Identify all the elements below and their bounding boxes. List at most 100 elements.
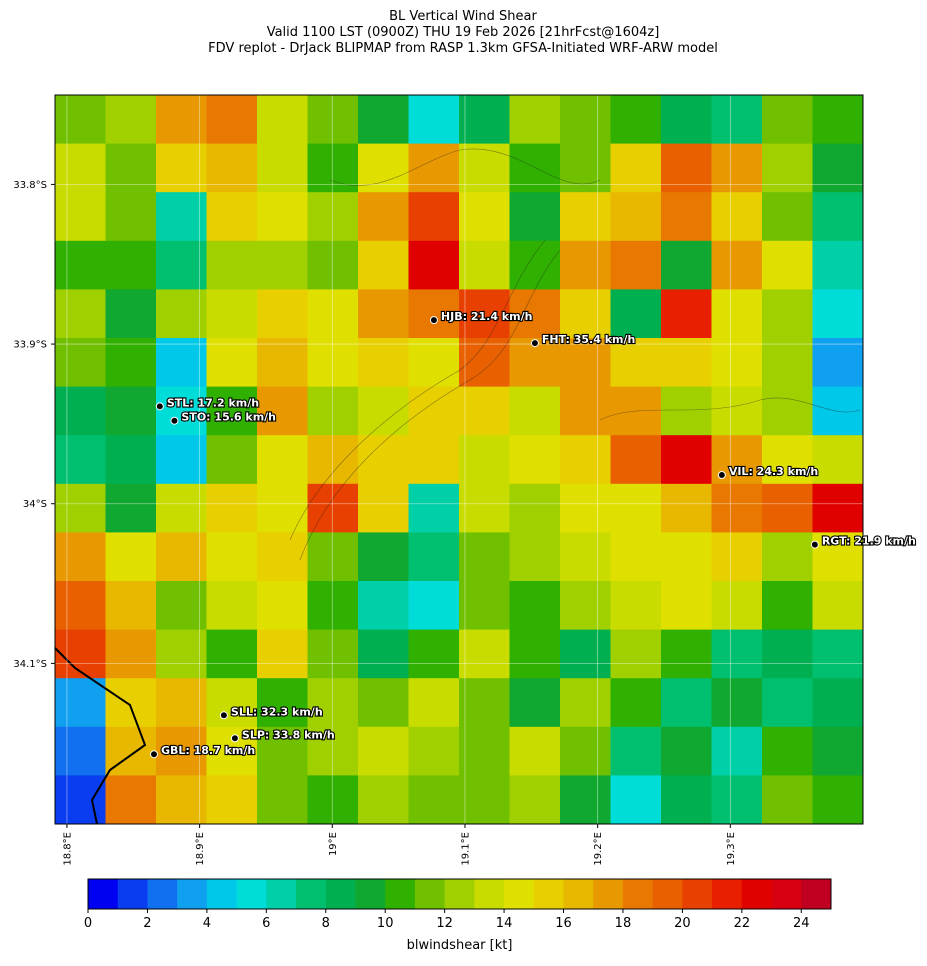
grid-cell — [560, 143, 611, 193]
grid-cell — [661, 143, 712, 193]
grid-cell — [812, 435, 864, 485]
colorbar-tick-label: 2 — [143, 916, 151, 931]
grid-cell — [762, 629, 813, 679]
grid-cell — [762, 240, 813, 290]
grid-cell — [560, 629, 611, 679]
grid-cell — [358, 726, 409, 776]
colorbar-tick-label: 22 — [734, 916, 751, 931]
grid-cell — [711, 483, 763, 533]
grid-cell — [509, 435, 561, 485]
grid-cell — [55, 726, 106, 776]
grid-cell — [812, 483, 864, 533]
grid-cell — [661, 386, 712, 436]
grid-cell — [812, 95, 864, 145]
grid-cell — [762, 435, 813, 485]
x-tick-label: 19.1°E — [460, 832, 471, 866]
grid-cell — [257, 192, 308, 242]
x-tick-label: 18.9°E — [195, 832, 206, 866]
grid-cell — [610, 532, 662, 582]
colorbar-swatch — [622, 879, 654, 909]
colorbar-tick-label: 12 — [436, 916, 453, 931]
grid-cell — [711, 240, 763, 290]
grid-cell — [156, 483, 207, 533]
grid-cell — [408, 678, 460, 728]
grid-cell — [206, 581, 258, 631]
station-label: VIL: 24.3 km/h — [729, 465, 818, 478]
colorbar-swatch — [117, 879, 148, 909]
grid-cell — [257, 435, 308, 485]
grid-cell — [661, 726, 712, 776]
grid-cell — [408, 240, 460, 290]
grid-cell — [762, 192, 813, 242]
station-marker — [230, 734, 239, 743]
grid-cell — [358, 629, 409, 679]
grid-cell — [55, 143, 106, 193]
grid-cell — [307, 483, 359, 533]
colorbar-swatch — [177, 879, 208, 909]
grid-cell — [156, 581, 207, 631]
grid-cell — [459, 775, 510, 825]
station-marker — [530, 339, 539, 348]
grid-cell — [762, 95, 813, 145]
colorbar-tick-label: 18 — [615, 916, 632, 931]
grid-cell — [711, 532, 763, 582]
grid-cell — [408, 581, 460, 631]
colorbar-swatch — [325, 879, 356, 909]
x-tick-label: 19.3°E — [726, 832, 737, 866]
grid-cell — [812, 338, 864, 388]
station-label: FHT: 35.4 km/h — [542, 333, 635, 346]
grid-cell — [610, 95, 662, 145]
grid-cell — [509, 95, 561, 145]
grid-cell — [408, 338, 460, 388]
grid-cell — [560, 678, 611, 728]
grid-cell — [358, 338, 409, 388]
y-tick-label: 34.1°S — [13, 659, 47, 670]
grid-cell — [459, 629, 510, 679]
grid-cell — [661, 338, 712, 388]
grid-cell — [105, 581, 157, 631]
colorbar-tick-label: 16 — [555, 916, 572, 931]
grid-cell — [257, 532, 308, 582]
grid-cell — [307, 532, 359, 582]
colorbar-swatch — [712, 879, 743, 909]
grid-cell — [55, 95, 106, 145]
grid-cell — [711, 678, 763, 728]
station-label: RGT: 21.9 km/h — [822, 535, 916, 548]
grid-cell — [459, 338, 510, 388]
grid-cell — [105, 483, 157, 533]
grid-cell — [509, 532, 561, 582]
grid-cell — [812, 143, 864, 193]
colorbar-tick-label: 24 — [793, 916, 810, 931]
colorbar-swatch — [682, 879, 713, 909]
grid-cell — [408, 289, 460, 339]
grid-cell — [661, 289, 712, 339]
station-label: STL: 17.2 km/h — [167, 396, 259, 409]
colorbar-swatch — [504, 879, 535, 909]
grid-cell — [762, 289, 813, 339]
grid-cell — [459, 678, 510, 728]
station-marker — [219, 711, 228, 720]
colorbar-tick-label: 0 — [84, 916, 92, 931]
grid-cell — [762, 338, 813, 388]
grid-cell — [358, 775, 409, 825]
grid-cell — [711, 581, 763, 631]
grid-cell — [711, 726, 763, 776]
grid-cell — [156, 240, 207, 290]
grid-cell — [105, 386, 157, 436]
grid-cell — [610, 435, 662, 485]
grid-cell — [661, 581, 712, 631]
grid-cell — [560, 289, 611, 339]
grid-cell — [358, 192, 409, 242]
colorbar-tick-label: 8 — [322, 916, 330, 931]
grid-cell — [257, 726, 308, 776]
grid-cell — [762, 678, 813, 728]
grid-cell — [156, 726, 207, 776]
grid-cell — [55, 435, 106, 485]
grid-cell — [459, 435, 510, 485]
colorbar-swatch — [385, 879, 416, 909]
grid-cell — [156, 192, 207, 242]
grid-cell — [812, 678, 864, 728]
colorbar-swatch — [771, 879, 802, 909]
grid-cell — [711, 775, 763, 825]
grid-cell — [812, 629, 864, 679]
